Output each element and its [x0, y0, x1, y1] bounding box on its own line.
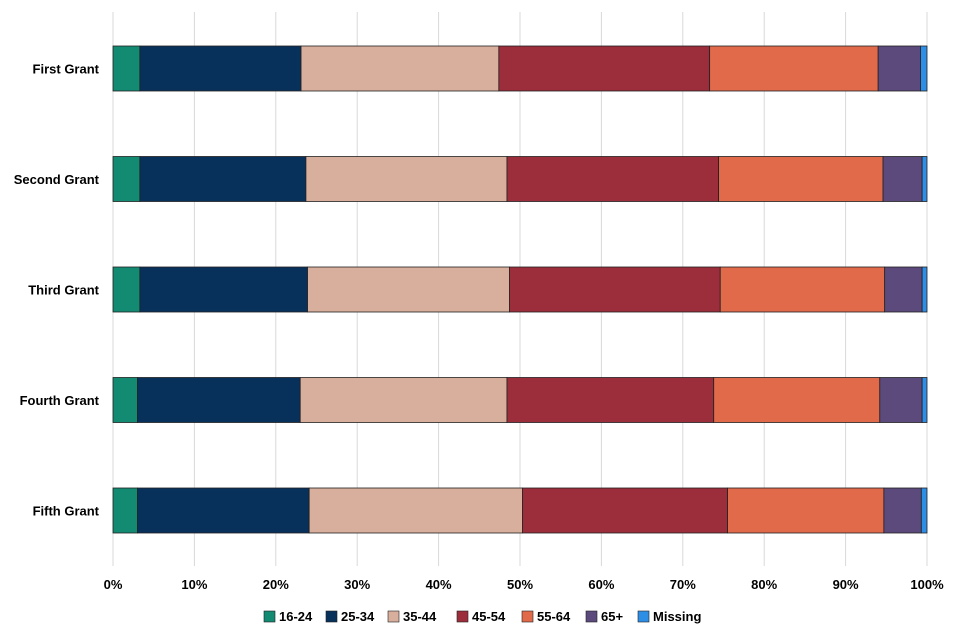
bar-segment-missing: [921, 377, 928, 423]
bar-segment-65-: [877, 45, 921, 92]
bar-segment-35-44: [307, 266, 510, 313]
x-tick-label: 100%: [910, 577, 944, 592]
x-tick-label: 50%: [507, 577, 533, 592]
legend-swatch: [387, 610, 400, 623]
category-label: Fourth Grant: [20, 393, 100, 408]
legend-label: 35-44: [403, 609, 437, 624]
bar-segment-missing: [921, 266, 928, 313]
bar-segment-55-64: [718, 156, 884, 202]
category-label: Third Grant: [28, 283, 99, 298]
x-tick-label: 30%: [344, 577, 370, 592]
bar-segment-55-64: [713, 377, 881, 423]
bar-segment-16-24: [112, 45, 141, 92]
x-tick-label: 0%: [104, 577, 123, 592]
category-label: First Grant: [33, 62, 100, 77]
category-labels: First Grant Second Grant Third Grant Fourth…: [14, 62, 100, 519]
bar-segment-25-34: [137, 377, 301, 423]
bar-segment-45-54: [498, 45, 711, 92]
legend-swatch: [325, 610, 338, 623]
legend-swatch: [456, 610, 469, 623]
legend-swatch: [637, 610, 650, 623]
legend-swatch: [263, 610, 276, 623]
x-tick-label: 90%: [833, 577, 859, 592]
bar-segment-55-64: [727, 487, 885, 534]
bar-segment-25-34: [137, 487, 310, 534]
x-tick-label: 70%: [670, 577, 696, 592]
bar-segment-16-24: [112, 156, 141, 202]
bar-segment-25-34: [139, 45, 302, 92]
bar-segment-missing: [920, 487, 928, 534]
x-tick-label: 10%: [181, 577, 207, 592]
legend-label: 55-64: [537, 609, 571, 624]
bar-segment-45-54: [509, 266, 721, 313]
bar-segment-45-54: [506, 377, 715, 423]
x-tick-label: 40%: [426, 577, 452, 592]
bar-segment-45-54: [506, 156, 720, 202]
category-label: Second Grant: [14, 172, 100, 187]
legend-label: 25-34: [341, 609, 375, 624]
bar-segment-16-24: [112, 377, 138, 423]
bar-segment-55-64: [719, 266, 886, 313]
bar-segment-65-: [883, 487, 922, 534]
bar-segment-35-44: [299, 377, 508, 423]
bar-segment-25-34: [139, 266, 308, 313]
bar-segment-35-44: [308, 487, 523, 534]
bar-segment-55-64: [709, 45, 879, 92]
x-tick-labels: 0% 10% 20% 30% 40% 50% 60% 70% 80% 90% 100%: [104, 577, 944, 592]
bar-segment-65-: [882, 156, 923, 202]
x-tick-label: 60%: [588, 577, 614, 592]
legend-label: Missing: [653, 609, 701, 624]
x-tick-label: 80%: [751, 577, 777, 592]
legend-label: 45-54: [472, 609, 506, 624]
bar-segment-45-54: [522, 487, 728, 534]
bars: [112, 45, 928, 534]
bar-segment-missing: [921, 156, 928, 202]
bar-segment-missing: [920, 45, 928, 92]
x-tick-label: 20%: [263, 577, 289, 592]
bar-segment-35-44: [300, 45, 500, 92]
legend-swatch: [585, 610, 598, 623]
legend-label: 16-24: [279, 609, 313, 624]
legend-swatch: [521, 610, 534, 623]
bar-segment-16-24: [112, 487, 138, 534]
bar-segment-65-: [879, 377, 923, 423]
bar-segment-25-34: [139, 156, 307, 202]
bar-segment-65-: [884, 266, 923, 313]
bar-segment-35-44: [305, 156, 508, 202]
legend-label: 65+: [601, 609, 623, 624]
category-label: Fifth Grant: [33, 504, 100, 519]
legend: 16-24 25-34 35-44 45-54 55-64 65+ Missing: [263, 609, 701, 624]
bar-segment-16-24: [112, 266, 141, 313]
